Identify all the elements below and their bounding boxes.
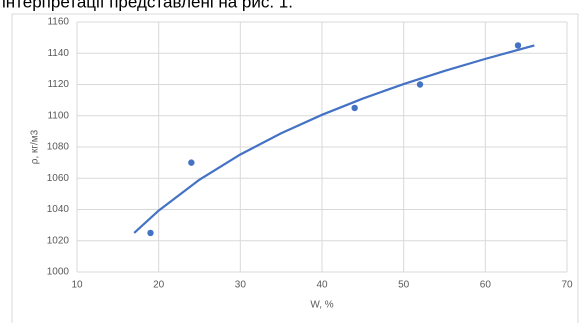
y-tick-label: 1020	[47, 235, 70, 246]
point	[351, 104, 358, 112]
chart-border	[11, 13, 579, 328]
y-tick-label: 1100	[47, 110, 69, 121]
y-tick-label: 1120	[47, 79, 69, 90]
x-tick-label: 10	[71, 280, 83, 291]
x-tick-label: 70	[561, 280, 573, 291]
y-tick-label: 1060	[47, 173, 70, 184]
y-tick-label: 1080	[47, 142, 70, 153]
x-tick-label: 30	[235, 280, 247, 291]
point	[514, 42, 522, 49]
point	[188, 159, 195, 166]
trend-line	[133, 44, 535, 234]
caption: інтерпретації представлені на рис. 1.	[2, 0, 293, 11]
y-tick-label: 1160	[47, 17, 69, 28]
point	[147, 229, 154, 237]
y-tick-label: 1040	[47, 204, 70, 215]
x-tick-label: 40	[316, 280, 328, 291]
x-tick-label: 50	[398, 280, 410, 291]
y-tick-label: 1000	[47, 267, 70, 278]
x-tick-label: 60	[480, 280, 492, 291]
x-tick-label: 20	[153, 280, 165, 291]
y-tick-label: 1140	[47, 48, 69, 59]
x-axis-title: W, %	[310, 300, 333, 311]
point	[416, 81, 424, 88]
y-axis-title: ρ, кг/м3	[30, 129, 41, 164]
